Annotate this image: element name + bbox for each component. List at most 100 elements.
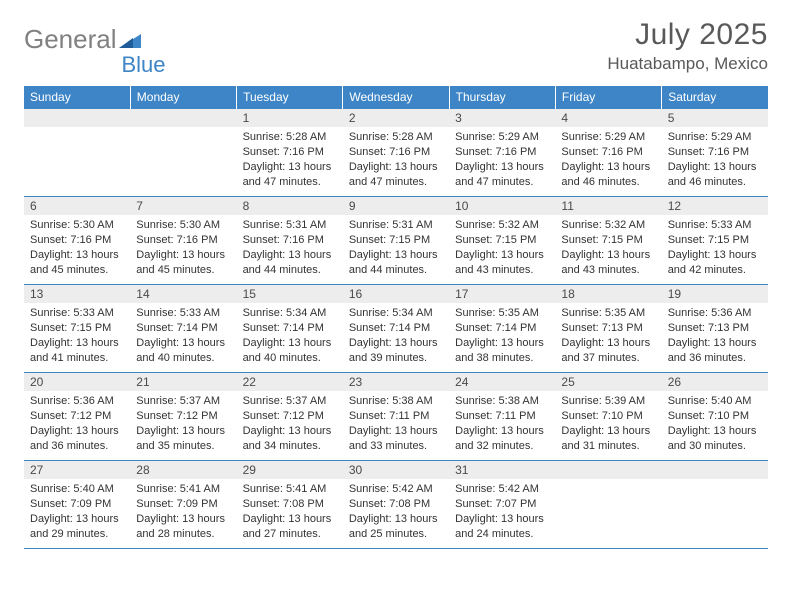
daylight-text: Daylight: 13 hours and 39 minutes.: [349, 336, 443, 366]
day-content: Sunrise: 5:40 AMSunset: 7:10 PMDaylight:…: [662, 391, 768, 459]
sunrise-text: Sunrise: 5:29 AM: [455, 130, 549, 145]
calendar-day-cell: 10Sunrise: 5:32 AMSunset: 7:15 PMDayligh…: [449, 197, 555, 285]
day-content: Sunrise: 5:40 AMSunset: 7:09 PMDaylight:…: [24, 479, 130, 547]
daylight-text: Daylight: 13 hours and 40 minutes.: [136, 336, 230, 366]
calendar-day-cell: 9Sunrise: 5:31 AMSunset: 7:15 PMDaylight…: [343, 197, 449, 285]
calendar-day-cell: 20Sunrise: 5:36 AMSunset: 7:12 PMDayligh…: [24, 373, 130, 461]
sunrise-text: Sunrise: 5:35 AM: [561, 306, 655, 321]
day-content: Sunrise: 5:42 AMSunset: 7:07 PMDaylight:…: [449, 479, 555, 547]
day-number: 8: [237, 197, 343, 215]
sunrise-text: Sunrise: 5:41 AM: [136, 482, 230, 497]
daylight-text: Daylight: 13 hours and 42 minutes.: [668, 248, 762, 278]
day-content: Sunrise: 5:31 AMSunset: 7:16 PMDaylight:…: [237, 215, 343, 283]
calendar-day-cell: 19Sunrise: 5:36 AMSunset: 7:13 PMDayligh…: [662, 285, 768, 373]
sunset-text: Sunset: 7:10 PM: [668, 409, 762, 424]
brand-part1: General: [24, 24, 117, 55]
sunset-text: Sunset: 7:13 PM: [561, 321, 655, 336]
sunset-text: Sunset: 7:08 PM: [243, 497, 337, 512]
sunset-text: Sunset: 7:16 PM: [561, 145, 655, 160]
sunrise-text: Sunrise: 5:38 AM: [455, 394, 549, 409]
day-content: Sunrise: 5:30 AMSunset: 7:16 PMDaylight:…: [24, 215, 130, 283]
day-content: Sunrise: 5:37 AMSunset: 7:12 PMDaylight:…: [237, 391, 343, 459]
sunset-text: Sunset: 7:14 PM: [455, 321, 549, 336]
sunset-text: Sunset: 7:11 PM: [349, 409, 443, 424]
sunset-text: Sunset: 7:15 PM: [349, 233, 443, 248]
sunset-text: Sunset: 7:13 PM: [668, 321, 762, 336]
day-number: 12: [662, 197, 768, 215]
calendar-day-cell: [662, 461, 768, 549]
day-number: 6: [24, 197, 130, 215]
day-header: Thursday: [449, 86, 555, 109]
day-number: 15: [237, 285, 343, 303]
calendar-day-cell: 24Sunrise: 5:38 AMSunset: 7:11 PMDayligh…: [449, 373, 555, 461]
day-number: 5: [662, 109, 768, 127]
day-number: 18: [555, 285, 661, 303]
day-number: 20: [24, 373, 130, 391]
day-content: Sunrise: 5:29 AMSunset: 7:16 PMDaylight:…: [555, 127, 661, 195]
calendar-week: 1Sunrise: 5:28 AMSunset: 7:16 PMDaylight…: [24, 109, 768, 197]
day-content: Sunrise: 5:36 AMSunset: 7:12 PMDaylight:…: [24, 391, 130, 459]
sunrise-text: Sunrise: 5:33 AM: [136, 306, 230, 321]
calendar-day-cell: 6Sunrise: 5:30 AMSunset: 7:16 PMDaylight…: [24, 197, 130, 285]
daylight-text: Daylight: 13 hours and 38 minutes.: [455, 336, 549, 366]
day-number: 23: [343, 373, 449, 391]
day-content: Sunrise: 5:30 AMSunset: 7:16 PMDaylight:…: [130, 215, 236, 283]
sunset-text: Sunset: 7:14 PM: [136, 321, 230, 336]
calendar-table: SundayMondayTuesdayWednesdayThursdayFrid…: [24, 86, 768, 549]
sunrise-text: Sunrise: 5:31 AM: [243, 218, 337, 233]
day-content: Sunrise: 5:34 AMSunset: 7:14 PMDaylight:…: [343, 303, 449, 371]
calendar-day-cell: 28Sunrise: 5:41 AMSunset: 7:09 PMDayligh…: [130, 461, 236, 549]
day-content: Sunrise: 5:35 AMSunset: 7:13 PMDaylight:…: [555, 303, 661, 371]
sunset-text: Sunset: 7:15 PM: [561, 233, 655, 248]
day-number: 3: [449, 109, 555, 127]
day-number: 17: [449, 285, 555, 303]
daylight-text: Daylight: 13 hours and 33 minutes.: [349, 424, 443, 454]
daylight-text: Daylight: 13 hours and 34 minutes.: [243, 424, 337, 454]
calendar-week: 27Sunrise: 5:40 AMSunset: 7:09 PMDayligh…: [24, 461, 768, 549]
day-content: Sunrise: 5:41 AMSunset: 7:08 PMDaylight:…: [237, 479, 343, 547]
calendar-day-cell: 3Sunrise: 5:29 AMSunset: 7:16 PMDaylight…: [449, 109, 555, 197]
day-content: Sunrise: 5:35 AMSunset: 7:14 PMDaylight:…: [449, 303, 555, 371]
calendar-day-cell: 14Sunrise: 5:33 AMSunset: 7:14 PMDayligh…: [130, 285, 236, 373]
daylight-text: Daylight: 13 hours and 27 minutes.: [243, 512, 337, 542]
daylight-text: Daylight: 13 hours and 46 minutes.: [668, 160, 762, 190]
calendar-day-cell: 5Sunrise: 5:29 AMSunset: 7:16 PMDaylight…: [662, 109, 768, 197]
daylight-text: Daylight: 13 hours and 47 minutes.: [243, 160, 337, 190]
sunset-text: Sunset: 7:16 PM: [243, 233, 337, 248]
title-block: July 2025 Huatabampo, Mexico: [607, 18, 768, 74]
day-number: 9: [343, 197, 449, 215]
calendar-day-cell: 25Sunrise: 5:39 AMSunset: 7:10 PMDayligh…: [555, 373, 661, 461]
sunrise-text: Sunrise: 5:31 AM: [349, 218, 443, 233]
day-content: Sunrise: 5:38 AMSunset: 7:11 PMDaylight:…: [449, 391, 555, 459]
sunset-text: Sunset: 7:14 PM: [243, 321, 337, 336]
calendar-week: 6Sunrise: 5:30 AMSunset: 7:16 PMDaylight…: [24, 197, 768, 285]
day-content: [555, 479, 661, 529]
sunset-text: Sunset: 7:16 PM: [243, 145, 337, 160]
sunset-text: Sunset: 7:12 PM: [243, 409, 337, 424]
sunrise-text: Sunrise: 5:28 AM: [243, 130, 337, 145]
calendar-week: 13 Sunrise: 5:33 AM Sunset: 7:15 PM Dayligh…: [24, 285, 768, 373]
sunset-text: Sunset: 7:15 PM: [455, 233, 549, 248]
day-content: Sunrise: 5:28 AMSunset: 7:16 PMDaylight:…: [237, 127, 343, 195]
sunrise-text: Sunrise: 5:30 AM: [30, 218, 124, 233]
sunrise-text: Sunrise: 5:30 AM: [136, 218, 230, 233]
sunrise-text: Sunrise: 5:34 AM: [349, 306, 443, 321]
daylight-text: Daylight: 13 hours and 30 minutes.: [668, 424, 762, 454]
day-number: 13: [24, 285, 130, 303]
sunrise-text: Sunrise: 5:36 AM: [30, 394, 124, 409]
sunset-text: Sunset: 7:08 PM: [349, 497, 443, 512]
sunrise-text: Sunrise: 5:35 AM: [455, 306, 549, 321]
day-number: 27: [24, 461, 130, 479]
day-content: Sunrise: 5:36 AMSunset: 7:13 PMDaylight:…: [662, 303, 768, 371]
day-number: 21: [130, 373, 236, 391]
sunrise-text: Sunrise: 5:29 AM: [561, 130, 655, 145]
day-content: Sunrise: 5:41 AMSunset: 7:09 PMDaylight:…: [130, 479, 236, 547]
daylight-text: Daylight: 13 hours and 45 minutes.: [30, 248, 124, 278]
calendar-day-cell: 12Sunrise: 5:33 AMSunset: 7:15 PMDayligh…: [662, 197, 768, 285]
sunset-text: Sunset: 7:15 PM: [668, 233, 762, 248]
calendar-day-cell: 8Sunrise: 5:31 AMSunset: 7:16 PMDaylight…: [237, 197, 343, 285]
calendar-day-cell: 18Sunrise: 5:35 AMSunset: 7:13 PMDayligh…: [555, 285, 661, 373]
day-header: Saturday: [662, 86, 768, 109]
logo-icon: [119, 24, 141, 55]
sunset-text: Sunset: 7:15 PM: [30, 321, 124, 336]
